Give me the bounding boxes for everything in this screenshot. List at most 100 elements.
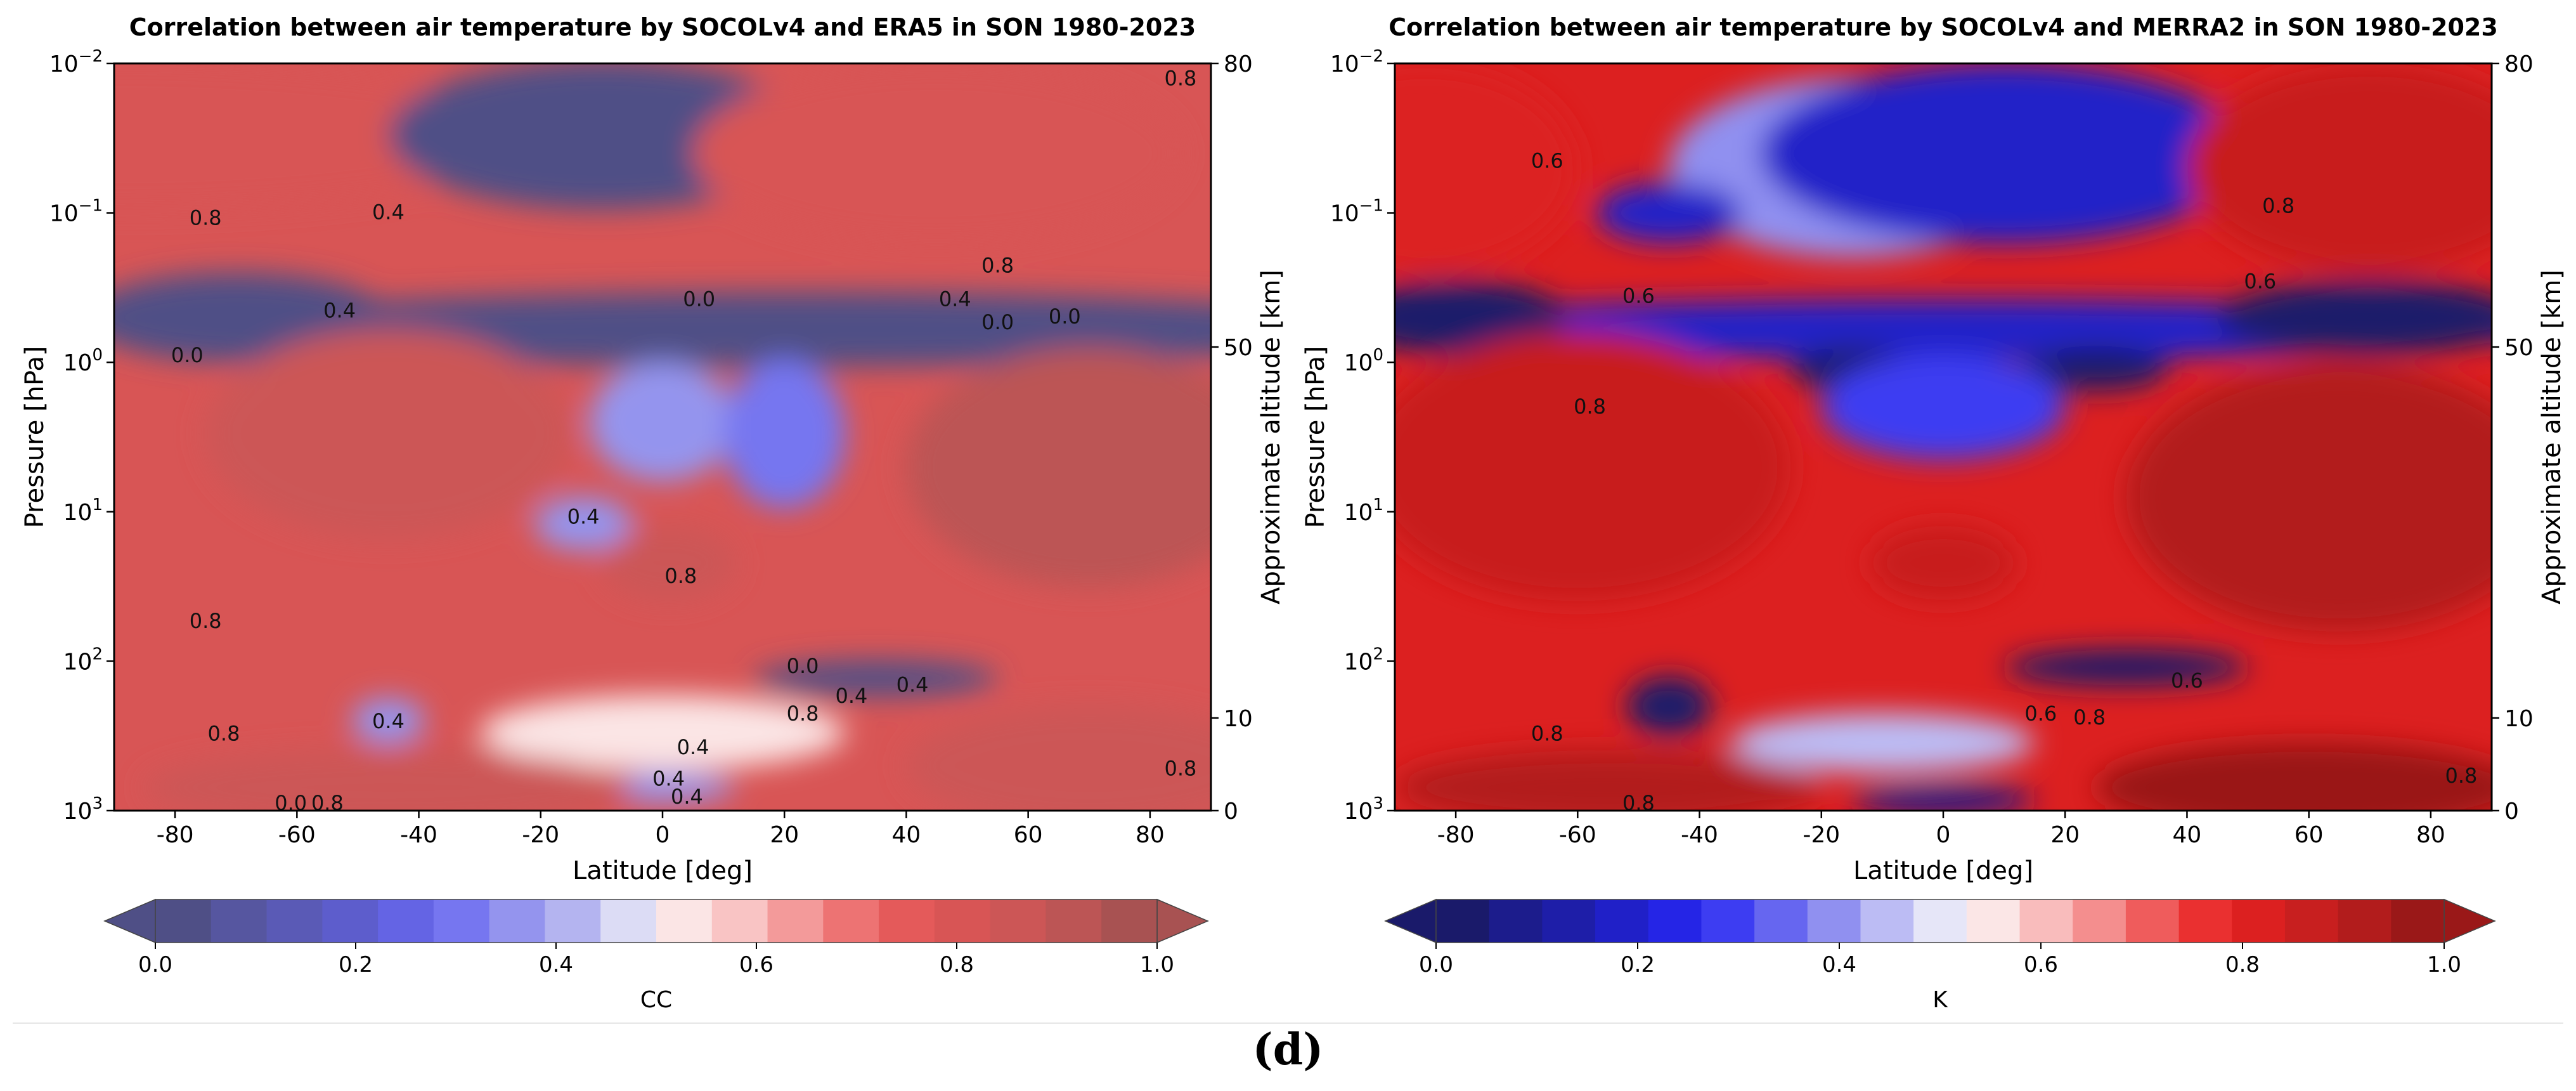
x-tick-label: 60 xyxy=(1014,822,1043,848)
x-tick-label: -40 xyxy=(400,822,437,848)
y-tick-label: 101 xyxy=(1344,495,1383,526)
x-tick-label: 80 xyxy=(2416,822,2445,848)
field-region xyxy=(1851,785,2035,811)
divider xyxy=(13,1022,2563,1024)
chart-panel-merra2: Correlation between air temperature by S… xyxy=(1287,0,2576,1028)
colorbar-tick-label: 0.0 xyxy=(1419,952,1453,977)
field-region xyxy=(1395,63,1578,273)
contour-label: 0.4 xyxy=(372,200,405,224)
y-tick-label: 102 xyxy=(63,644,103,675)
contour-label: 0.4 xyxy=(677,735,709,759)
contour-label: 0.0 xyxy=(1049,304,1081,329)
field-region xyxy=(2126,362,2492,632)
y2-axis-label: Approximate altitude [km] xyxy=(1257,270,1286,604)
y2-tick-label: 0 xyxy=(2504,799,2519,825)
contour-label: 0.8 xyxy=(208,722,240,746)
contour-label: 0.8 xyxy=(981,253,1014,277)
contour-label: 0.6 xyxy=(2171,669,2203,693)
x-tick-label: 60 xyxy=(2294,822,2324,848)
colorbar: 0.0 0.2 0.4 0.6 0.8 1.0 K xyxy=(1384,898,2496,1013)
colorbar-segment xyxy=(2178,899,2232,943)
contour-label: 0.4 xyxy=(652,767,685,791)
colorbar-segment xyxy=(767,899,824,943)
contour-label: 0.6 xyxy=(2244,270,2276,294)
colorbar-segment xyxy=(600,899,657,943)
contour-label: 0.8 xyxy=(787,702,819,726)
colorbar-extend-min xyxy=(1384,898,1437,944)
colorbar-extend-max xyxy=(2443,898,2496,944)
contour-label: 0.8 xyxy=(1531,722,1563,746)
field-region xyxy=(1596,183,1742,243)
colorbar-tick-label: 0.2 xyxy=(339,952,373,977)
contour-label: 0.0 xyxy=(787,654,819,678)
x-tick-label: 20 xyxy=(2050,822,2080,848)
y-tick-label: 102 xyxy=(1344,644,1383,675)
colorbar-label: K xyxy=(1932,987,1948,1013)
colorbar-tick-label: 0.4 xyxy=(539,952,573,977)
colorbar-segment xyxy=(1701,899,1755,943)
y2-axis-label: Approximate altitude [km] xyxy=(2537,270,2566,604)
field-region xyxy=(351,698,425,743)
field-region xyxy=(589,362,736,482)
colorbar-segment xyxy=(1542,899,1596,943)
field-region xyxy=(693,63,1181,244)
colorbar-segment xyxy=(155,899,212,943)
x-tick-label: -60 xyxy=(278,822,316,848)
contour-label: 0.8 xyxy=(311,791,344,815)
y-axis-label: Pressure [hPa] xyxy=(1301,346,1330,528)
x-tick-label: 20 xyxy=(770,822,799,848)
y2-tick-label: 50 xyxy=(1224,335,1253,361)
colorbar-segment xyxy=(433,899,490,943)
y-axis-label: Pressure [hPa] xyxy=(20,346,49,528)
field-region xyxy=(2095,742,2492,811)
field-region xyxy=(2217,280,2492,355)
correlation-field: 0.8 0.40.40.00.00.80.40.0 0.00.80.40.80.80… xyxy=(114,63,1211,815)
colorbar-segment xyxy=(1489,899,1543,943)
colorbar-segment xyxy=(489,899,545,943)
x-tick-label: -80 xyxy=(1437,822,1475,848)
field-region xyxy=(205,329,571,539)
colorbar-label: CC xyxy=(640,987,672,1013)
field-region xyxy=(1870,525,2017,601)
colorbar-segment xyxy=(210,899,268,943)
contour-label: 0.0 xyxy=(171,343,204,367)
y-tick-label: 103 xyxy=(63,794,103,825)
x-tick-label: -80 xyxy=(157,822,194,848)
y-tick-label: 10−1 xyxy=(1330,197,1383,227)
x-tick-label: -20 xyxy=(1803,822,1840,848)
x-tick-label: 40 xyxy=(2173,822,2202,848)
colorbar-tick-label: 0.0 xyxy=(138,952,172,977)
contour-label: 0.8 xyxy=(2262,194,2294,218)
field-region xyxy=(601,525,736,601)
contour-label: 0.4 xyxy=(835,684,867,708)
field-region xyxy=(1395,280,1566,355)
colorbar-segment xyxy=(1595,899,1649,943)
field-region xyxy=(479,695,846,770)
colorbar-segment xyxy=(1860,899,1914,943)
x-tick-label: 80 xyxy=(1136,822,1165,848)
colorbar-tick-label: 1.0 xyxy=(1140,952,1174,977)
colorbar-segment xyxy=(1807,899,1861,943)
contour-label: 0.4 xyxy=(939,287,971,311)
field-region xyxy=(1760,63,2248,244)
x-axis-label: Latitude [deg] xyxy=(1853,856,2033,885)
colorbar-segment xyxy=(266,899,323,943)
y2-tick-label: 50 xyxy=(2504,335,2534,361)
y-tick-label: 100 xyxy=(1344,346,1383,376)
colorbar-segment xyxy=(2019,899,2073,943)
colorbar-tick-label: 0.6 xyxy=(739,952,773,977)
colorbar-segment xyxy=(1913,899,1967,943)
chart-era5: Correlation between air temperature by S… xyxy=(20,13,1286,1013)
field-region xyxy=(1395,750,1822,811)
field-region xyxy=(2004,649,2248,686)
colorbar-segment xyxy=(1966,899,2021,943)
colorbar-segment xyxy=(322,899,379,943)
x-tick-label: -40 xyxy=(1681,822,1718,848)
contour-label: 0.6 xyxy=(2024,702,2057,726)
contour-label: 0.8 xyxy=(1164,756,1196,780)
field-region xyxy=(2187,63,2492,273)
colorbar: 0.0 0.2 0.4 0.6 0.8 1.0 CC xyxy=(103,898,1209,1013)
x-tick-label: -60 xyxy=(1559,822,1596,848)
contour-label: 0.4 xyxy=(671,785,703,809)
y2-tick-label: 10 xyxy=(2504,706,2534,732)
